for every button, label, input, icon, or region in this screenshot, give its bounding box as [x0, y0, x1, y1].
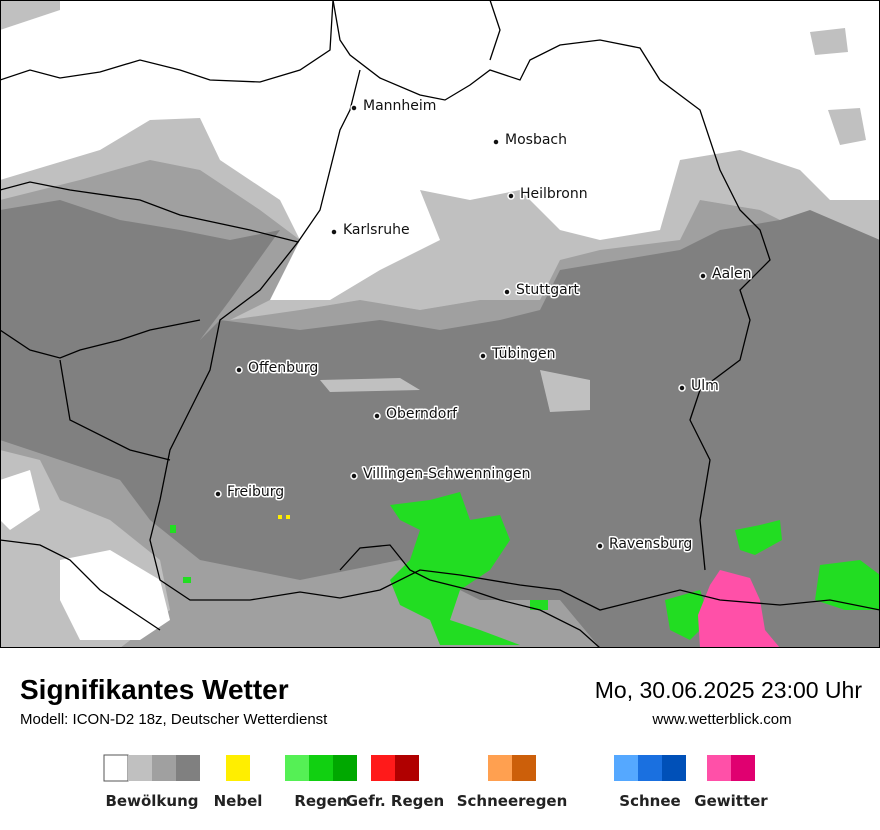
border-line: [489, 0, 501, 61]
rain-area: [735, 520, 782, 555]
border-line: [0, 69, 361, 243]
legend-swatch: [333, 755, 357, 781]
border-line: [59, 359, 171, 461]
city-label: Aalen: [712, 266, 752, 282]
city-dot: [678, 384, 686, 392]
light-cloud: [540, 370, 590, 412]
clear-sky: [0, 470, 40, 530]
title: Signifikantes Wetter: [20, 674, 289, 705]
legend-swatch: [662, 755, 686, 781]
city-label: Stuttgart: [516, 282, 579, 298]
city-label: Freiburg: [227, 484, 284, 500]
rain-area: [815, 560, 880, 610]
clear-sky: [60, 550, 170, 640]
legend-swatch: [226, 755, 250, 781]
model: Modell: ICON-D2 18z, Deutscher Wetterdie…: [20, 711, 328, 728]
city-label: Mosbach: [505, 132, 567, 148]
city-dot: [507, 192, 515, 200]
weather-map: Mannheim Mosbach Heilbronn Karlsruhe Stuttga…: [0, 0, 880, 648]
light-cloud: [810, 28, 848, 55]
website: www.wetterblick.com: [651, 711, 791, 728]
city-dot: [699, 272, 707, 280]
city-dot: [492, 138, 500, 146]
rain-area: [170, 525, 176, 533]
city-label: Oberndorf: [386, 406, 458, 422]
border-line: [149, 241, 880, 611]
legend-swatch: [152, 755, 176, 781]
city-label: Ravensburg: [609, 536, 692, 552]
borders: [0, 0, 880, 648]
thunderstorm-area: [698, 570, 780, 648]
legend-swatch: [395, 755, 419, 781]
fog-area: [278, 515, 282, 519]
legend-label: Bewölkung: [106, 792, 199, 810]
light-cloud: [828, 108, 866, 145]
city-dot: [350, 104, 358, 112]
legend-swatch: [488, 755, 512, 781]
legend-swatch: [512, 755, 536, 781]
city-label: Ulm: [691, 378, 719, 394]
footer: Signifikantes Wetter Modell: ICON-D2 18z…: [20, 674, 863, 810]
city-dot: [596, 542, 604, 550]
border-line: [0, 319, 201, 359]
legend-label: Regen: [294, 792, 347, 810]
city-label: Karlsruhe: [343, 222, 410, 238]
border-line: [0, 539, 161, 631]
city-dot: [479, 352, 487, 360]
rain-area: [665, 590, 710, 640]
city-label: Tübingen: [491, 346, 556, 362]
legend-swatch: [371, 755, 395, 781]
city-dot: [214, 490, 222, 498]
datetime: Mo, 30.06.2025 23:00 Uhr: [595, 677, 863, 703]
legend-swatch: [638, 755, 662, 781]
rain-area: [183, 577, 191, 583]
city-dot: [503, 288, 511, 296]
city-label: Mannheim: [363, 98, 436, 114]
rain-area: [530, 600, 548, 610]
border-line: [0, 0, 334, 83]
dark-cloud: [0, 200, 880, 648]
city-layer: Mannheim Mosbach Heilbronn Karlsruhe Stuttga…: [214, 97, 753, 554]
rain-area: [390, 492, 520, 645]
legend-swatch: [614, 755, 638, 781]
city-dot: [330, 228, 338, 236]
precipitation: [170, 492, 880, 648]
legend-swatch: [731, 755, 755, 781]
legend-label: Nebel: [214, 792, 263, 810]
legend-swatch: [103, 754, 129, 782]
city-dot: [235, 366, 243, 374]
legend-label: Schneeregen: [457, 792, 568, 810]
light-cloud: [0, 0, 60, 30]
city-label: Heilbronn: [520, 186, 588, 202]
legend-swatch: [309, 755, 333, 781]
legend-label: Gewitter: [694, 792, 768, 810]
cloud-cover: [0, 0, 880, 648]
legend-swatch: [176, 755, 200, 781]
city-label: Offenburg: [248, 360, 318, 376]
city-dot: [373, 412, 381, 420]
light-cloud: [320, 378, 420, 392]
city-label: Villingen-Schwenningen: [363, 466, 531, 482]
legend-label: Gefr. Regen: [346, 792, 445, 810]
border-line: [339, 544, 601, 648]
legend-swatch: [285, 755, 309, 781]
legend-swatch: [707, 755, 731, 781]
legend-label: Schnee: [619, 792, 680, 810]
border-line: [332, 0, 771, 571]
fog-area: [286, 515, 290, 519]
legend-swatch: [128, 755, 152, 781]
city-dot: [350, 472, 358, 480]
